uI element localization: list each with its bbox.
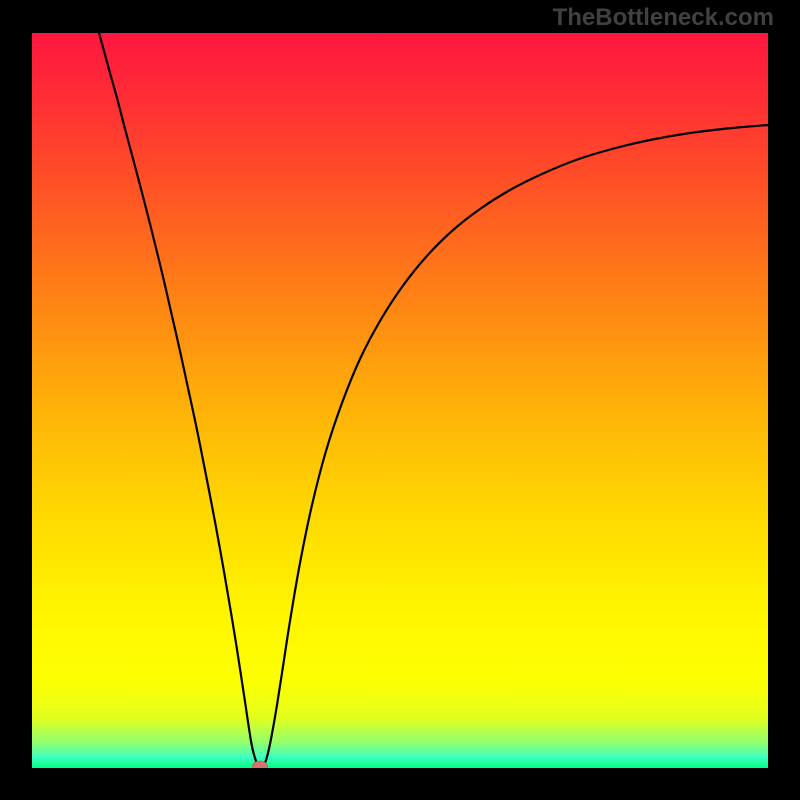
watermark-text: TheBottleneck.com	[553, 4, 774, 32]
gradient-background	[32, 33, 768, 768]
chart-stage: TheBottleneck.com	[0, 0, 800, 800]
plot-area	[32, 33, 768, 768]
plot-svg	[32, 33, 768, 768]
